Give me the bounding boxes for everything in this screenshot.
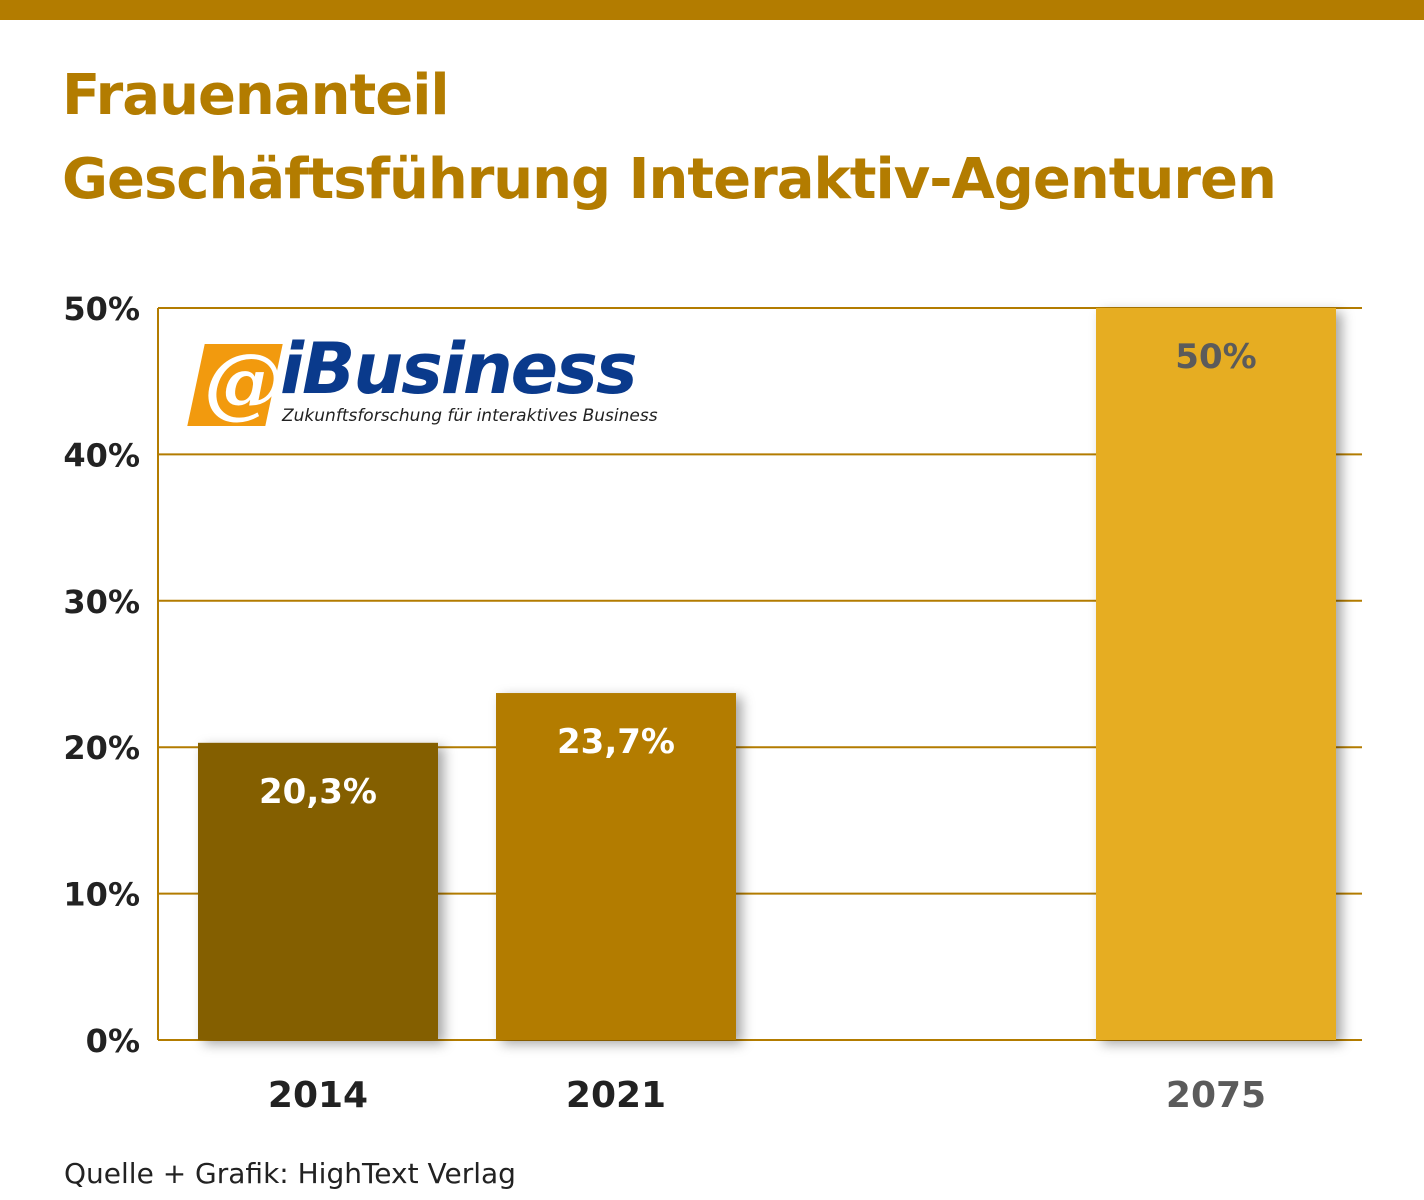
chart-title-line-1: Frauenanteil: [62, 63, 450, 128]
y-tick-label: 30%: [63, 583, 140, 621]
logo-wordmark: iBusiness: [280, 328, 637, 410]
at-sign-icon: @: [204, 337, 282, 428]
x-category-label: 2021: [566, 1075, 666, 1116]
ibusiness-logo: @ iBusiness Zukunftsforschung für intera…: [187, 334, 686, 434]
x-category-label: 2075: [1166, 1075, 1266, 1116]
bar: [1096, 308, 1336, 1040]
top-accent-bar: [0, 0, 1424, 20]
bar-value-label: 20,3%: [259, 772, 377, 812]
logo-tagline: Zukunftsforschung für interaktives Busin…: [282, 406, 658, 426]
bar-value-label: 23,7%: [557, 722, 675, 762]
bar: [496, 693, 736, 1040]
chart-title-line-2: Geschäftsführung Interaktiv-Agenturen: [62, 147, 1277, 212]
y-tick-label: 0%: [86, 1022, 140, 1060]
y-tick-label: 40%: [63, 436, 140, 474]
x-category-label: 2014: [268, 1075, 368, 1116]
source-note: Quelle + Grafik: HighText Verlag: [64, 1157, 516, 1190]
y-tick-label: 10%: [63, 876, 140, 914]
bar: [198, 742, 438, 1040]
y-tick-label: 20%: [63, 729, 140, 767]
bar-value-label: 50%: [1175, 337, 1256, 377]
y-tick-label: 50%: [63, 290, 140, 328]
